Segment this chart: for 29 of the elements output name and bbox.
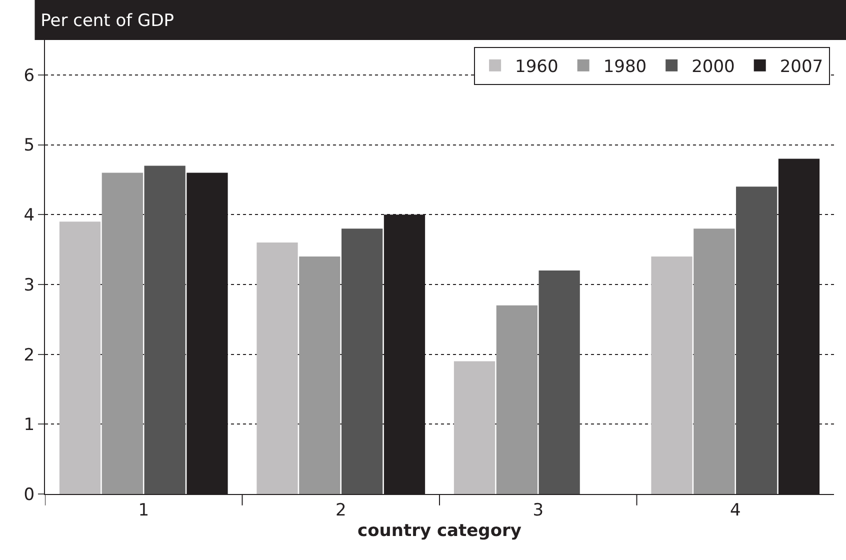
bar	[736, 186, 778, 494]
y-tick-label: 3	[24, 275, 35, 296]
legend-label: 1960	[515, 56, 558, 77]
y-tick-label: 2	[24, 345, 35, 366]
bar	[102, 172, 143, 494]
y-tick-label: 0	[24, 484, 35, 505]
legend-label: 2000	[692, 56, 735, 77]
bar	[538, 270, 580, 494]
y-tick-label: 5	[24, 136, 35, 156]
x-axis-title: country category	[358, 520, 522, 541]
bar	[256, 242, 298, 494]
bar	[454, 361, 496, 494]
bar	[694, 228, 735, 494]
chart-title: Per cent of GDP	[40, 10, 174, 31]
bar	[144, 166, 186, 494]
bar	[651, 256, 692, 494]
bar	[59, 222, 101, 494]
x-tick-label: 1	[138, 500, 150, 520]
y-tick-label: 1	[24, 415, 35, 436]
y-tick-label: 4	[24, 206, 35, 226]
x-tick-label: 2	[335, 500, 346, 520]
bar	[496, 305, 538, 494]
x-tick-label: 3	[532, 500, 544, 520]
legend-label: 1980	[603, 56, 647, 77]
bar	[342, 228, 383, 494]
legend-label: 2007	[780, 56, 824, 77]
y-tick-label: 6	[24, 66, 35, 86]
bar	[299, 256, 340, 494]
x-tick-label: 4	[730, 500, 741, 520]
